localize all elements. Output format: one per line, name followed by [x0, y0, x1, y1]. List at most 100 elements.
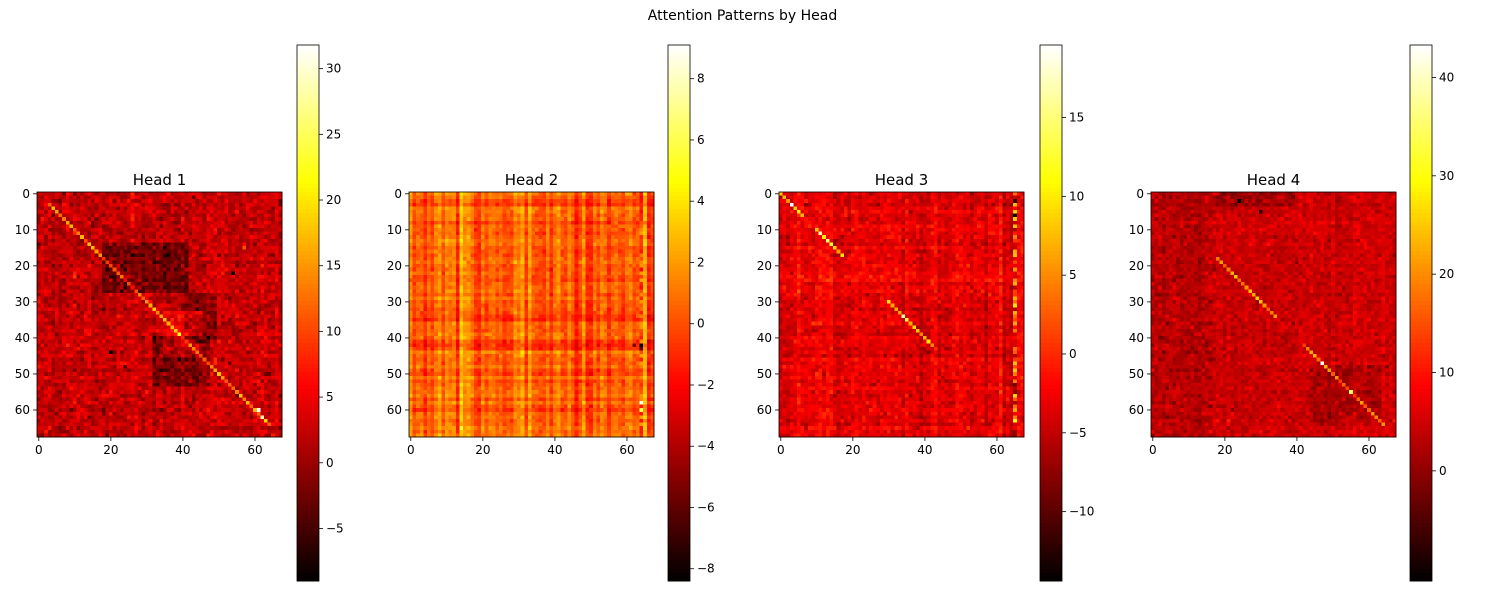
heatmap-cell	[83, 300, 88, 304]
heatmap-cell	[260, 246, 265, 250]
colorbar-band	[297, 342, 319, 348]
heatmap-cell	[213, 246, 218, 250]
heatmap-cell	[47, 220, 52, 225]
colorbar-band	[297, 447, 319, 452]
heatmap-cell	[163, 350, 167, 355]
heatmap-cell	[188, 411, 193, 416]
heatmap-cell	[227, 400, 232, 405]
heatmap-cell	[256, 249, 261, 254]
heatmap-cell	[62, 292, 67, 297]
heatmap-cell	[44, 285, 49, 290]
heatmap-cell	[227, 217, 232, 222]
heatmap-cell	[166, 220, 171, 225]
heatmap-frame	[36, 191, 283, 438]
heatmap-cell	[101, 195, 106, 200]
heatmap-cell	[224, 397, 229, 402]
heatmap-cell	[37, 372, 41, 376]
heatmap-cell	[170, 249, 175, 254]
heatmap-cell	[166, 411, 171, 416]
heatmap-cell	[101, 411, 106, 416]
heatmap-cell	[256, 415, 261, 420]
heatmap-cell	[177, 408, 182, 413]
heatmap-cell	[235, 303, 240, 308]
colorbar-band	[297, 287, 319, 293]
heatmap-cell	[166, 238, 171, 243]
heatmap-cell	[256, 382, 261, 387]
heatmap-cell	[130, 325, 135, 330]
heatmap-cell	[245, 328, 250, 333]
heatmap-cell	[145, 411, 149, 416]
heatmap-cell	[195, 199, 200, 204]
heatmap-cell	[209, 192, 214, 196]
heatmap-cell	[646, 192, 651, 196]
heatmap-cell	[213, 285, 218, 290]
heatmap-cell	[170, 336, 175, 340]
heatmap-cell	[137, 224, 142, 229]
heatmap-cell	[37, 289, 41, 294]
heatmap-cell	[130, 206, 135, 211]
heatmap-cell	[87, 372, 92, 376]
heatmap-cell	[55, 238, 59, 243]
heatmap-cell	[173, 346, 178, 351]
heatmap-cell	[130, 429, 135, 434]
heatmap-cell	[137, 433, 142, 438]
heatmap-cell	[94, 249, 99, 254]
heatmap-cell	[69, 415, 74, 420]
heatmap-cell	[44, 422, 49, 427]
heatmap-cell	[227, 213, 232, 218]
heatmap-cell	[62, 400, 67, 405]
heatmap-cell	[220, 267, 225, 272]
heatmap-cell	[213, 289, 218, 294]
heatmap-cell	[62, 220, 67, 225]
heatmap-cell	[263, 300, 268, 304]
heatmap-cell	[245, 397, 250, 402]
heatmap-cell	[141, 202, 146, 207]
heatmap-cell	[62, 350, 67, 355]
heatmap-cell	[91, 292, 95, 297]
heatmap-cell	[155, 361, 160, 366]
heatmap-cell	[209, 397, 214, 402]
heatmap-cell	[170, 213, 175, 218]
heatmap-cell	[44, 372, 49, 376]
heatmap-cell	[170, 422, 175, 427]
heatmap-cell	[253, 404, 258, 409]
heatmap-cell	[209, 361, 214, 366]
heatmap-cell	[55, 325, 59, 330]
heatmap-cell	[231, 346, 236, 351]
heatmap-cell	[44, 274, 49, 279]
heatmap-cell	[112, 314, 117, 319]
heatmap-cell	[152, 375, 157, 380]
heatmap-cell	[202, 429, 207, 434]
heatmap-cell	[47, 393, 52, 398]
heatmap-cell	[119, 415, 124, 420]
heatmap-cell	[166, 382, 171, 387]
heatmap-cell	[231, 195, 236, 200]
heatmap-cell	[195, 361, 200, 366]
heatmap-cell	[177, 325, 182, 330]
heatmap-cell	[112, 217, 117, 222]
heatmap-cell	[65, 235, 70, 240]
heatmap-cell	[206, 346, 211, 351]
colorbar-band	[297, 551, 319, 557]
heatmap-cell	[76, 354, 81, 358]
heatmap-cell	[123, 411, 128, 416]
heatmap-cell	[267, 213, 272, 218]
heatmap-cell	[263, 426, 268, 431]
heatmap-cell	[263, 375, 268, 380]
heatmap-cell	[267, 393, 272, 398]
heatmap-cell	[58, 224, 63, 229]
heatmap-cell	[202, 307, 207, 312]
heatmap-cell	[195, 364, 200, 369]
heatmap-cell	[137, 249, 142, 254]
heatmap-cell	[69, 325, 74, 330]
heatmap-cell	[127, 296, 131, 301]
heatmap-cell	[231, 397, 236, 402]
heatmap-cell	[217, 350, 221, 355]
heatmap-cell	[159, 249, 164, 254]
heatmap-cell	[274, 390, 279, 395]
heatmap-cell	[145, 260, 149, 265]
heatmap-cell	[245, 361, 250, 366]
heatmap-cell	[105, 336, 110, 340]
heatmap-cell	[55, 242, 59, 247]
